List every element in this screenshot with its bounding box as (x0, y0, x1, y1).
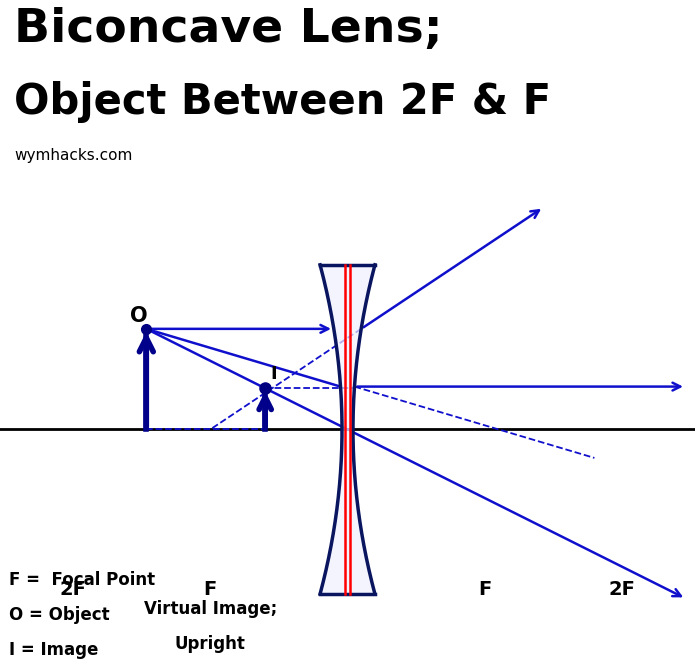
Text: I: I (270, 365, 277, 383)
Text: Object Between 2F & F: Object Between 2F & F (14, 81, 551, 123)
Text: F: F (478, 580, 491, 599)
Text: Virtual Image;: Virtual Image; (144, 601, 277, 619)
Text: O: O (130, 305, 147, 325)
Text: Upright: Upright (175, 635, 246, 653)
Text: O = Object: O = Object (9, 606, 110, 624)
Text: wymhacks.com: wymhacks.com (14, 148, 132, 162)
Text: I = Image: I = Image (9, 641, 99, 659)
Text: 2F: 2F (60, 580, 87, 599)
Text: 2F: 2F (608, 580, 635, 599)
Text: F =  Focal Point: F = Focal Point (9, 571, 155, 589)
Polygon shape (320, 265, 375, 594)
Text: F: F (204, 580, 217, 599)
Text: Biconcave Lens;: Biconcave Lens; (14, 7, 443, 52)
